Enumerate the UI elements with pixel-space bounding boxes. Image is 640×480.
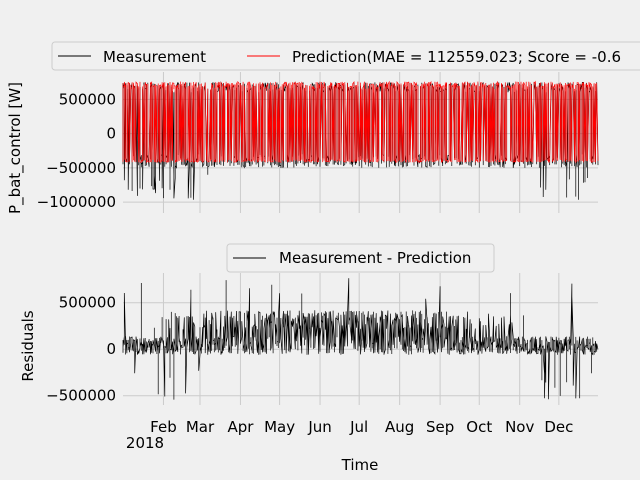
legend-measurement-label: Measurement <box>103 48 206 66</box>
bottom-legend: Measurement - Prediction <box>226 243 495 273</box>
bottom-y-tick-labels: −500000 0 500000 <box>46 294 116 405</box>
legend-residual-label: Measurement - Prediction <box>279 249 471 267</box>
legend-prediction-label: Prediction(MAE = 112559.023; Score = -0.… <box>292 48 621 66</box>
x-year-label: 2018 <box>126 434 164 452</box>
top-y-axis-label: P_bat_control [W] <box>6 82 25 214</box>
x-tick-label-feb: Feb <box>150 418 177 436</box>
top-plot: −1000000 −500000 0 500000 P_bat_control [W]… <box>6 41 640 214</box>
x-tick-label-oct: Oct <box>466 418 492 436</box>
series-prediction <box>122 80 599 164</box>
y-tick-label: −500000 <box>46 387 116 405</box>
x-tick-label-jul: Jul <box>349 418 368 436</box>
y-tick-label: 0 <box>106 125 116 143</box>
x-tick-label-sep: Sep <box>426 418 454 436</box>
x-tick-label-may: May <box>264 418 295 436</box>
y-tick-label: 0 <box>106 340 116 358</box>
y-tick-label: 500000 <box>59 90 116 108</box>
residual-line <box>122 278 599 400</box>
y-tick-label: −1000000 <box>37 193 116 211</box>
x-tick-label-aug: Aug <box>385 418 414 436</box>
x-tick-label-jun: Jun <box>307 418 331 436</box>
x-tick-label-mar: Mar <box>186 418 215 436</box>
x-tick-label-nov: Nov <box>505 418 534 436</box>
y-tick-label: 500000 <box>59 294 116 312</box>
series-residuals <box>122 278 599 400</box>
bottom-plot: −500000 0 500000 Feb Mar Apr May Jun Jul Aug Sep O… <box>19 243 599 474</box>
x-tick-label-apr: Apr <box>227 418 254 436</box>
top-y-tick-labels: −1000000 −500000 0 500000 <box>37 90 116 211</box>
bottom-y-axis-label: Residuals <box>19 310 37 381</box>
top-legend: Measurement Prediction(MAE = 112559.023;… <box>51 41 640 71</box>
y-tick-label: −500000 <box>46 159 116 177</box>
prediction-line <box>122 80 599 164</box>
bottom-x-tick-labels: Feb Mar Apr May Jun Jul Aug Sep Oct Nov Dec <box>150 418 573 436</box>
bottom-x-axis-label: Time <box>341 456 379 474</box>
x-tick-label-dec: Dec <box>544 418 573 436</box>
